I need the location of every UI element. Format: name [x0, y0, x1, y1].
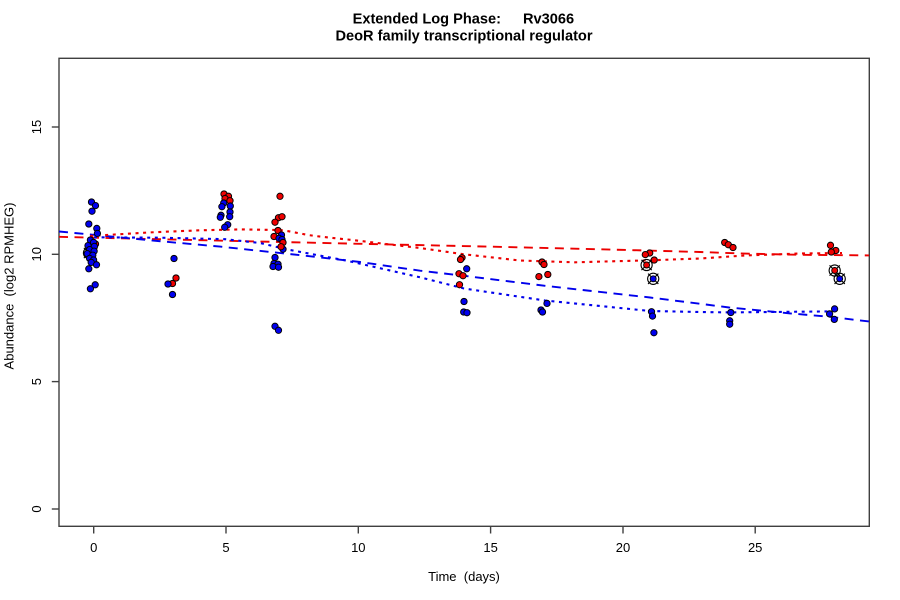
svg-text:0: 0 [29, 505, 44, 512]
svg-text:DeoR family transcriptional re: DeoR family transcriptional regulator [335, 29, 592, 45]
svg-text:20: 20 [616, 540, 630, 555]
svg-text:Abundance (log2 RPMHEG): Abundance (log2 RPMHEG) [2, 203, 17, 370]
svg-text:10: 10 [29, 247, 44, 261]
svg-text:Time (days): Time (days) [428, 569, 500, 584]
svg-text:Extended Log Phase:: Extended Log Phase: [353, 12, 501, 28]
svg-text:15: 15 [29, 120, 44, 134]
svg-text:5: 5 [29, 378, 44, 385]
svg-text:Rv3066: Rv3066 [523, 12, 574, 28]
svg-text:15: 15 [483, 540, 497, 555]
svg-text:0: 0 [90, 540, 97, 555]
svg-text:5: 5 [222, 540, 229, 555]
svg-text:10: 10 [351, 540, 365, 555]
svg-text:25: 25 [748, 540, 762, 555]
